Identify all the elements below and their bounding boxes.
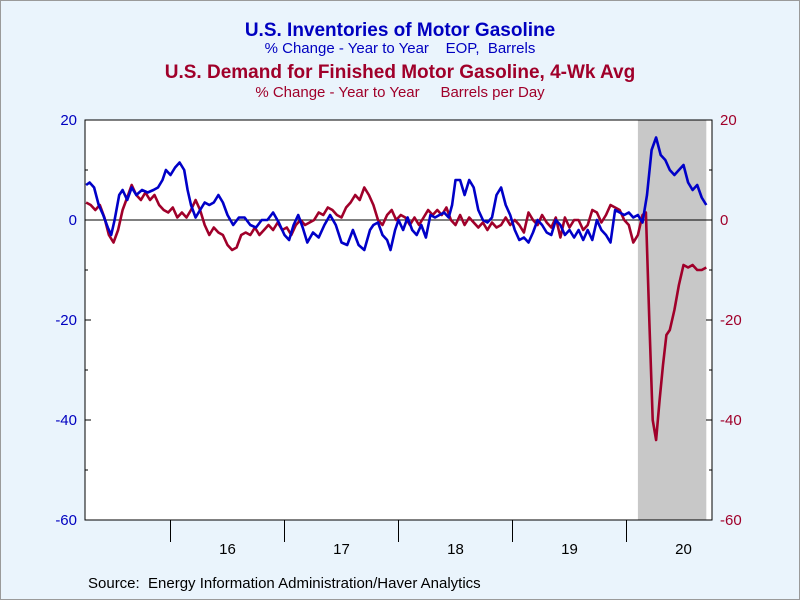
y-tick-label-right: -20 <box>720 312 742 329</box>
y-tick-label-right: -60 <box>720 512 742 529</box>
y-tick-label-left: 0 <box>69 212 77 229</box>
chart-subtitle-inventories: % Change - Year to Year EOP, Barrels <box>264 40 536 57</box>
y-tick-label-left: -20 <box>55 312 77 329</box>
chart-title-demand: U.S. Demand for Finished Motor Gasoline,… <box>164 62 636 83</box>
source-note: Source: Energy Information Administratio… <box>88 575 481 592</box>
x-tick-label: 20 <box>675 541 692 558</box>
y-tick-label-left: -60 <box>55 512 77 529</box>
x-tick-label: 19 <box>561 541 578 558</box>
series-line-inventories <box>85 136 708 252</box>
chart-subtitle-demand: % Change - Year to Year Barrels per Day <box>255 84 545 101</box>
x-tick-label: 18 <box>447 541 464 558</box>
x-tick-label: 16 <box>219 541 236 558</box>
plot-area <box>85 120 712 520</box>
y-tick-label-left: -40 <box>55 412 77 429</box>
chart-title-inventories: U.S. Inventories of Motor Gasoline <box>244 20 556 41</box>
x-tick-label: 17 <box>333 541 350 558</box>
y-tick-label-left: 20 <box>60 112 77 129</box>
y-tick-label-right: -40 <box>720 412 742 429</box>
y-tick-label-right: 20 <box>720 112 737 129</box>
series-line-demand <box>85 183 707 442</box>
y-tick-label-right: 0 <box>720 212 728 229</box>
